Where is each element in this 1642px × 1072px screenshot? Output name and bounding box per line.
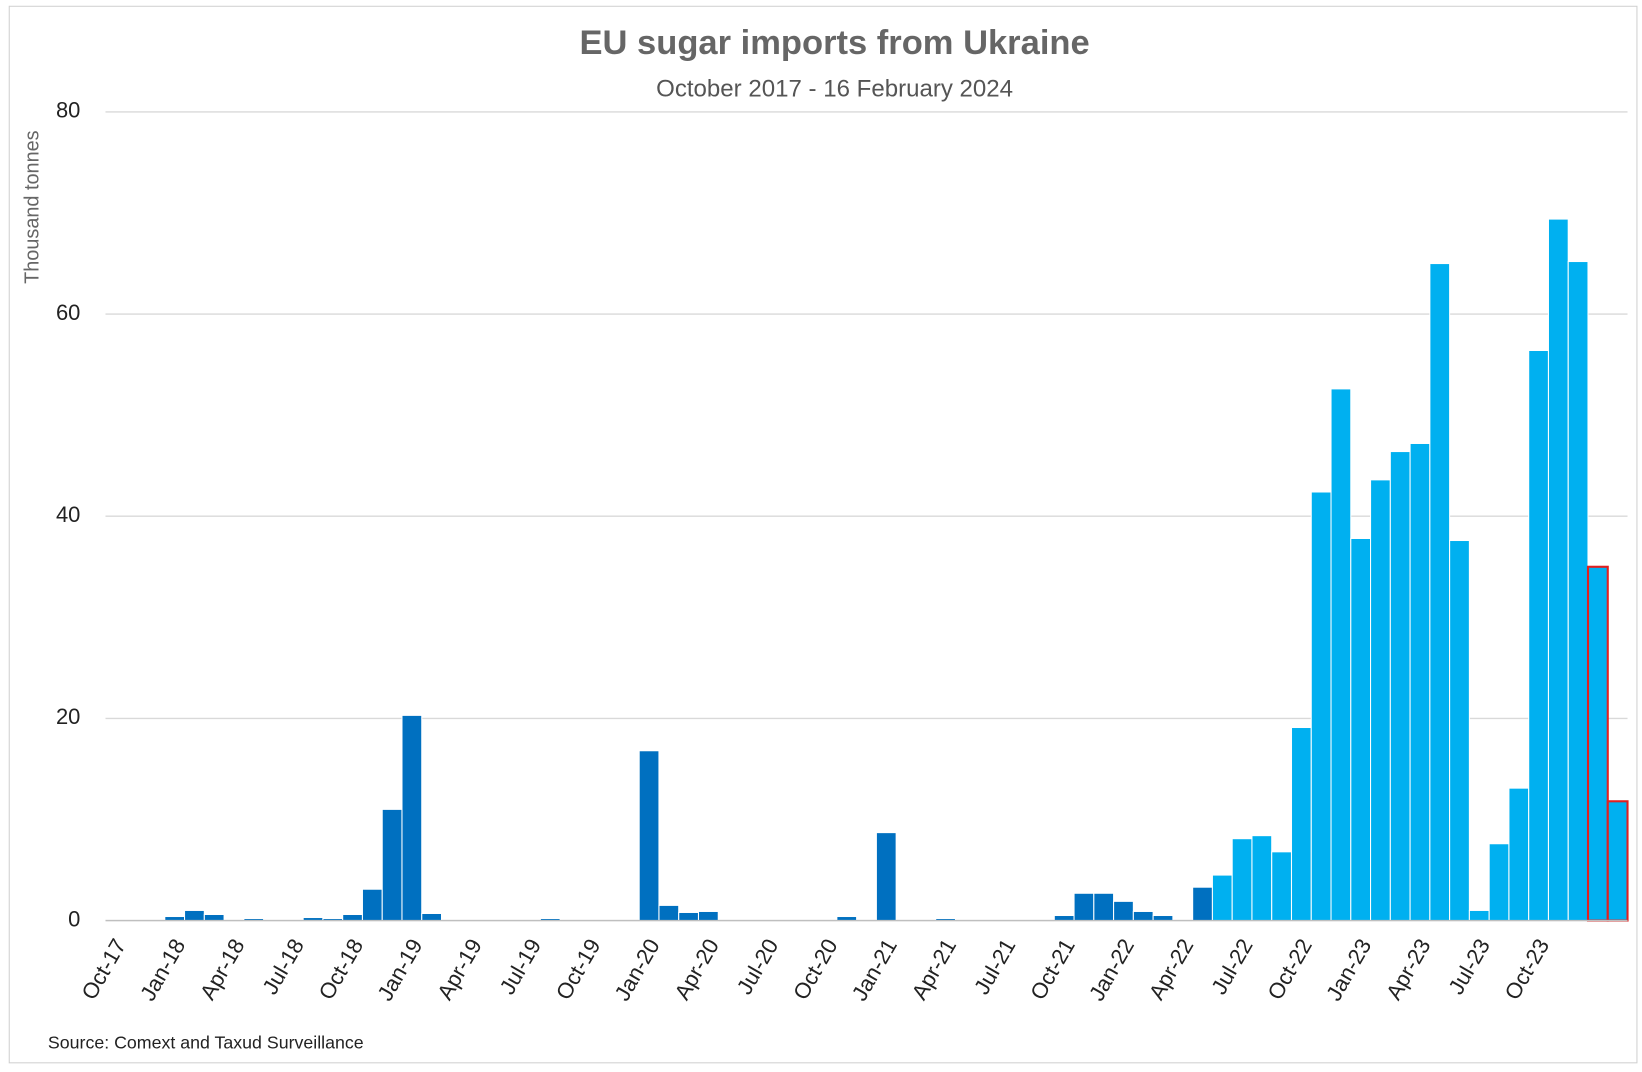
x-tick-label: Apr-18	[195, 934, 250, 1004]
bar	[1053, 914, 1075, 922]
bar	[1310, 491, 1332, 922]
bar	[184, 909, 205, 922]
x-tick-label: Jul-20	[732, 934, 784, 998]
x-tick-label: Apr-20	[669, 934, 724, 1004]
chart-subtitle: October 2017 - 16 February 2024	[656, 75, 1013, 102]
x-tick-label: Jan-22	[1084, 934, 1139, 1005]
x-tick-label: Jul-18	[257, 934, 309, 998]
x-tick-label: Apr-21	[907, 934, 962, 1004]
x-tick-label: Oct-18	[314, 934, 369, 1004]
bar	[1192, 886, 1213, 922]
x-tick-label: Oct-21	[1025, 934, 1080, 1004]
x-tick-label: Jan-19	[372, 934, 427, 1005]
x-tick-label: Jul-21	[969, 934, 1021, 998]
y-tick-label: 80	[56, 98, 80, 123]
bar	[1251, 835, 1273, 922]
bar	[1350, 537, 1372, 922]
y-axis-label: Thousand tonnes	[22, 130, 44, 284]
y-tick-label: 40	[56, 502, 80, 527]
bar	[1468, 909, 1490, 922]
x-tick-label: Jan-21	[847, 934, 902, 1005]
x-tick-label: Jul-23	[1443, 934, 1495, 998]
bar	[1211, 874, 1233, 922]
bar	[697, 910, 719, 922]
source: Source: Comext and Taxud Surveillance	[48, 1033, 364, 1053]
bar	[1389, 451, 1411, 922]
bar	[381, 808, 403, 922]
bar	[678, 911, 700, 922]
bar	[1093, 892, 1115, 922]
bar	[1113, 900, 1134, 922]
bar	[1606, 800, 1629, 922]
y-tick-label: 0	[68, 906, 80, 931]
bar	[1132, 910, 1154, 922]
x-tick-label: Jul-19	[495, 934, 547, 998]
x-tick-label: Oct-22	[1262, 934, 1317, 1004]
bar	[1330, 388, 1352, 922]
bar	[1152, 914, 1174, 922]
x-tick-label: Jul-22	[1206, 934, 1258, 998]
y-tick-label: 60	[56, 300, 80, 325]
x-tick-label: Apr-22	[1144, 934, 1199, 1004]
x-tick-label: Oct-20	[788, 934, 843, 1004]
x-tick-label: Jan-20	[609, 934, 664, 1005]
chart-title: EU sugar imports from Ukraine	[580, 24, 1090, 62]
bar	[1370, 479, 1391, 922]
bar	[421, 912, 443, 922]
bar	[1271, 851, 1293, 922]
x-tick-label: Oct-23	[1500, 934, 1555, 1004]
bar	[1567, 261, 1589, 922]
bar	[1409, 442, 1431, 922]
bar	[203, 913, 225, 922]
frame	[8, 5, 1638, 1064]
bar	[361, 888, 383, 922]
x-tick-label: Jan-23	[1321, 934, 1376, 1005]
bar	[1290, 726, 1312, 922]
bar	[1488, 843, 1510, 922]
bar	[658, 904, 680, 922]
bar	[1508, 787, 1530, 922]
bar	[1528, 349, 1549, 922]
bar	[1231, 838, 1253, 922]
x-tick-label: Apr-19	[432, 934, 487, 1004]
bar	[1586, 565, 1609, 922]
bar	[1429, 263, 1451, 922]
bar	[1073, 892, 1095, 922]
bar	[1547, 218, 1569, 922]
bar	[875, 832, 897, 922]
bar	[638, 750, 660, 922]
bar	[1449, 539, 1470, 922]
x-tick-label: Jan-18	[135, 934, 190, 1005]
x-tick-label: Oct-19	[551, 934, 606, 1004]
x-tick-label: Oct-17	[76, 934, 131, 1004]
y-tick-label: 20	[56, 704, 80, 729]
bar	[342, 913, 363, 922]
bar	[401, 714, 423, 922]
x-tick-label: Apr-23	[1381, 934, 1436, 1004]
